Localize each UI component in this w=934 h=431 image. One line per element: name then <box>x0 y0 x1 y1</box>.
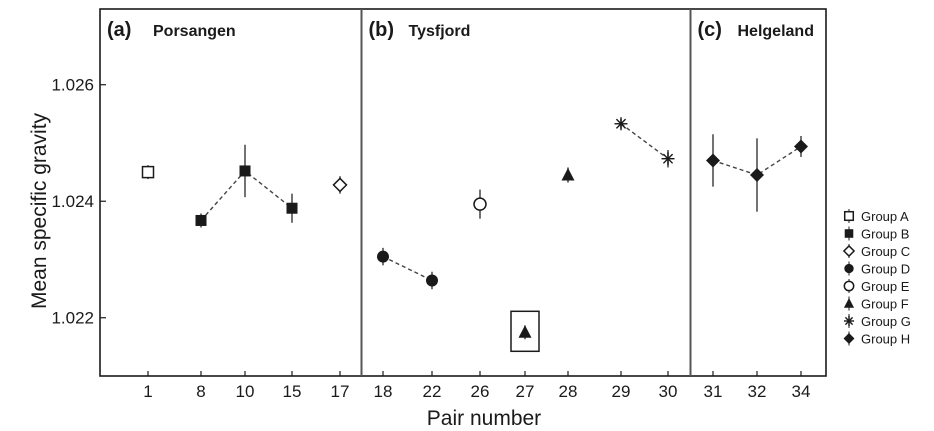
panel-name-b: Tysfjord <box>409 23 471 40</box>
series-group-f <box>510 167 575 353</box>
legend-label: Group H <box>861 332 910 347</box>
y-tick-label: 1.022 <box>51 309 94 328</box>
marker-asterisk <box>843 315 855 327</box>
legend-label: Group E <box>861 279 910 294</box>
marker-filled-square <box>286 202 298 214</box>
series-group-h <box>706 134 808 212</box>
legend-label: Group C <box>861 244 910 259</box>
panel-letter-a: (a) <box>107 19 131 41</box>
marker-filled-diamond <box>843 333 855 344</box>
marker-open-diamond <box>332 177 348 193</box>
x-tick-label: 30 <box>659 382 678 401</box>
x-tick-label: 34 <box>792 382 811 401</box>
panel-dividers <box>360 9 692 376</box>
asterisk-stroke <box>844 316 854 326</box>
panel-labels: (a) Porsangen (b) Tysfjord (c) Helgeland <box>107 19 814 41</box>
x-tick-label: 27 <box>516 382 535 401</box>
series-group-g <box>614 117 675 168</box>
marker-filled-circle <box>844 263 854 274</box>
x-tick-label: 29 <box>612 382 631 401</box>
series-group-d <box>377 247 438 290</box>
x-axis-ticks: 1 8 10 15 17 18 22 26 27 28 29 30 31 32 34 <box>143 371 810 401</box>
legend-item: Group E <box>843 279 910 294</box>
marker-filled-square <box>844 229 854 238</box>
marker-filled-circle <box>377 250 389 263</box>
marker-filled-square <box>195 214 207 226</box>
marker-asterisk <box>661 152 675 166</box>
series-connector <box>382 255 433 282</box>
legend-label: Group D <box>861 262 910 277</box>
marker-open-diamond <box>842 244 856 258</box>
legend-item: Group A <box>843 209 909 224</box>
x-tick-label: 32 <box>748 382 767 401</box>
marker-open-circle <box>473 197 487 211</box>
legend-item: Group C <box>842 244 910 259</box>
panel-letter-b: (b) <box>369 19 395 41</box>
asterisk-stroke <box>615 118 627 129</box>
highlight-box <box>510 310 540 353</box>
x-tick-label: 17 <box>331 382 350 401</box>
legend-label: Group F <box>861 297 909 312</box>
asterisk-stroke <box>662 153 674 164</box>
x-tick-label: 26 <box>471 382 490 401</box>
y-tick-label: 1.024 <box>51 192 94 211</box>
x-tick-label: 28 <box>559 382 578 401</box>
plot-border <box>99 8 827 377</box>
y-axis-label: Mean specific gravity <box>28 112 51 309</box>
legend-item: Group B <box>844 226 909 242</box>
x-axis-label: Pair number <box>427 407 541 430</box>
marker-open-square <box>141 165 155 179</box>
legend-item: Group D <box>844 261 910 277</box>
x-tick-label: 1 <box>143 382 152 401</box>
legend-item: Group H <box>843 331 910 347</box>
data-series <box>141 117 808 353</box>
panel-letter-c: (c) <box>698 19 722 41</box>
legend-label: Group B <box>861 227 909 242</box>
panel-name-c: Helgeland <box>738 23 814 40</box>
marker-filled-square <box>239 165 251 177</box>
series-group-a <box>141 165 155 180</box>
series-group-e <box>473 189 487 219</box>
legend-item: Group F <box>843 296 909 312</box>
marker-filled-triangle <box>843 298 855 308</box>
x-tick-label: 31 <box>704 382 723 401</box>
legend: Group A Group B Group C Group D Group E Group… <box>842 209 911 347</box>
marker-filled-triangle <box>561 168 575 181</box>
legend-label: Group G <box>861 314 911 329</box>
x-tick-label: 10 <box>236 382 255 401</box>
series-connector <box>620 123 669 160</box>
series-connector <box>200 169 293 221</box>
marker-filled-diamond <box>750 168 764 183</box>
x-tick-label: 15 <box>283 382 302 401</box>
x-tick-label: 8 <box>196 382 205 401</box>
legend-label: Group A <box>861 209 909 224</box>
marker-filled-diamond <box>706 153 720 168</box>
x-tick-label: 18 <box>374 382 393 401</box>
marker-open-square <box>843 210 855 222</box>
y-tick-label: 1.026 <box>51 76 94 95</box>
series-connector <box>712 145 802 176</box>
marker-filled-triangle <box>518 325 532 338</box>
series-group-c <box>332 176 348 194</box>
series-group-b <box>195 144 298 228</box>
panel-name-a: Porsangen <box>153 23 236 40</box>
marker-filled-diamond <box>794 139 808 154</box>
marker-asterisk <box>614 117 628 131</box>
legend-item: Group G <box>843 314 911 329</box>
x-tick-label: 22 <box>423 382 442 401</box>
plot-frame <box>99 8 827 377</box>
marker-filled-circle <box>426 274 438 287</box>
y-axis-ticks: 1.022 1.024 1.026 <box>51 76 106 328</box>
marker-open-circle <box>843 280 855 292</box>
